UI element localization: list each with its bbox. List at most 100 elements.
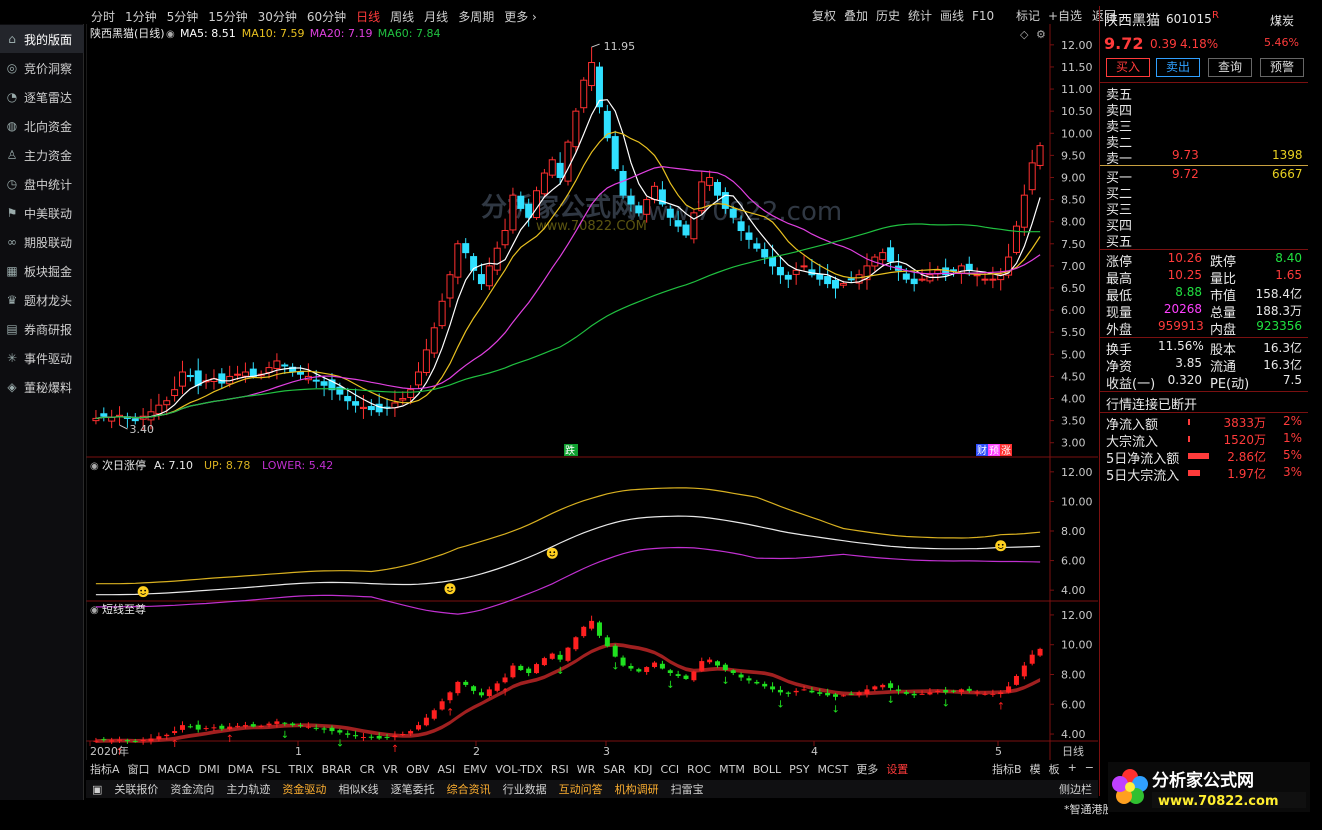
indicator-1[interactable]: 窗口: [127, 763, 150, 776]
chart-area[interactable]: 12.00 11.50 11.00 10.50 10.00 9.50 9.00 8.50 8.0…: [86, 24, 1098, 760]
indicator-12[interactable]: EMV: [463, 762, 488, 776]
tab-4[interactable]: 30分钟: [257, 9, 297, 24]
bottom-tab-1[interactable]: 资金流向: [170, 783, 215, 796]
indicator-14[interactable]: RSI: [550, 762, 569, 776]
sidebar-item-10[interactable]: ▤ 券商研报: [0, 315, 84, 343]
add-watch-button[interactable]: +自选: [1048, 9, 1083, 23]
history-button[interactable]: 历史: [876, 9, 901, 23]
indicator-23[interactable]: MCST: [817, 762, 849, 776]
tab-3[interactable]: 15分钟: [208, 9, 248, 24]
indicator-3[interactable]: DMI: [198, 762, 220, 776]
indicator-25[interactable]: 设置: [886, 763, 909, 776]
indicator-18[interactable]: CCI: [660, 762, 680, 776]
sub2-candle: [675, 670, 681, 679]
panel-toggle-icon[interactable]: ▣: [92, 782, 103, 796]
indicator-right-0[interactable]: 指标B: [992, 763, 1022, 776]
indicator-8[interactable]: CR: [359, 762, 375, 776]
sidebar-item-6[interactable]: ⚑ 中美联动: [0, 199, 84, 227]
buy-button[interactable]: 买入: [1106, 58, 1150, 77]
bottom-tab-9[interactable]: 机构调研: [614, 783, 659, 796]
sidebar-item-7[interactable]: ∞ 期股联动: [0, 228, 84, 256]
overlay-button[interactable]: 叠加: [844, 9, 869, 23]
f10-button[interactable]: F10: [972, 9, 995, 23]
bottom-tab-4[interactable]: 相似K线: [338, 783, 379, 796]
indicator-right-3[interactable]: +: [1067, 761, 1077, 774]
adjust-button[interactable]: 复权: [812, 9, 837, 23]
kline-chart[interactable]: 12.00 11.50 11.00 10.50 10.00 9.50 9.00 8.50 8.0…: [86, 24, 1098, 760]
indicator-5[interactable]: FSL: [261, 762, 281, 776]
bottom-tab-10[interactable]: 扫雷宝: [670, 783, 704, 796]
indicator-10[interactable]: OBV: [406, 762, 430, 776]
bottom-tab-0[interactable]: 关联报价: [114, 783, 159, 796]
sidebar-item-0[interactable]: ⌂ 我的版面: [0, 25, 84, 53]
arrow-icon: ↓: [776, 699, 784, 710]
indicator-22[interactable]: PSY: [789, 762, 810, 776]
indicator-7[interactable]: BRAR: [321, 762, 352, 776]
indicator-right-4[interactable]: −: [1084, 761, 1094, 774]
bottom-tab-6[interactable]: 综合资讯: [446, 783, 491, 796]
indicator-right-2[interactable]: 板: [1048, 763, 1060, 776]
sub2-candle: [998, 690, 1004, 698]
bottom-tab-2[interactable]: 主力轨迹: [226, 783, 271, 796]
back-button[interactable]: 返回: [1092, 9, 1117, 23]
sidebar-item-1[interactable]: ◎ 竞价洞察: [0, 54, 84, 82]
sub2-candle: [313, 724, 319, 731]
sector-name[interactable]: 煤炭: [1270, 14, 1295, 28]
indicator-6[interactable]: TRIX: [288, 762, 314, 776]
indicator-19[interactable]: ROC: [687, 762, 712, 776]
bottom-tab-3[interactable]: 资金驱动: [282, 783, 327, 796]
sidebar-item-2[interactable]: ◔ 逐笔雷达: [0, 83, 84, 111]
bottom-tab-8[interactable]: 互动问答: [558, 783, 603, 796]
indicator-16[interactable]: SAR: [603, 762, 626, 776]
indicator-15[interactable]: WR: [576, 762, 596, 776]
indicator-9[interactable]: VR: [382, 762, 399, 776]
tab-6[interactable]: 日线: [356, 9, 381, 24]
sub1-y-tick-label: 6.00: [1061, 555, 1086, 568]
diamond-icon[interactable]: ◇: [1020, 28, 1029, 41]
draw-button[interactable]: 画线: [940, 9, 965, 23]
tab-7[interactable]: 周线: [390, 9, 415, 24]
sidebar-item-8[interactable]: ▦ 板块掘金: [0, 257, 84, 285]
sidebar-item-3[interactable]: ◍ 北向资金: [0, 112, 84, 140]
sub2-candle: [793, 688, 799, 696]
indicator-17[interactable]: KDJ: [633, 762, 653, 776]
tab-9[interactable]: 多周期: [458, 9, 495, 24]
stat-value: 188.3万: [1255, 304, 1302, 318]
sidebar-item-4[interactable]: ♙ 主力资金: [0, 141, 84, 169]
tab-8[interactable]: 月线: [424, 9, 449, 24]
tab-1[interactable]: 1分钟: [125, 9, 157, 24]
y-tick-label: 6.50: [1061, 282, 1086, 295]
indicator-0[interactable]: 指标A: [90, 763, 120, 776]
bottom-tab-5[interactable]: 逐笔委托: [390, 783, 435, 796]
indicator-right-1[interactable]: 模: [1029, 763, 1041, 776]
sub2-candle: [825, 688, 831, 697]
tab-2[interactable]: 5分钟: [166, 9, 199, 24]
stat-value: 0.320: [1167, 373, 1202, 387]
alert-button[interactable]: 预警: [1260, 58, 1304, 77]
indicator-24[interactable]: 更多: [856, 763, 879, 776]
sub2-candle: [565, 646, 571, 663]
stat-label: PE(动): [1210, 377, 1250, 392]
sidebar-toggle[interactable]: 侧边栏: [1059, 783, 1092, 796]
query-button[interactable]: 查询: [1208, 58, 1252, 77]
tab-0[interactable]: 分时: [91, 9, 116, 24]
sell-button[interactable]: 卖出: [1156, 58, 1200, 77]
tab-10[interactable]: 更多 ›: [504, 9, 537, 24]
indicator-2[interactable]: MACD: [157, 762, 191, 776]
sidebar-item-12[interactable]: ◈ 董秘爆料: [0, 373, 84, 401]
tab-5[interactable]: 60分钟: [306, 9, 347, 24]
indicator-13[interactable]: VOL-TDX: [495, 762, 543, 776]
flow-pct: 2%: [1282, 414, 1302, 428]
settings-icon[interactable]: ⚙: [1036, 28, 1046, 41]
indicator-4[interactable]: DMA: [227, 762, 254, 776]
stats-button[interactable]: 统计: [908, 9, 933, 23]
bottom-tab-7[interactable]: 行业数据: [502, 783, 547, 796]
sidebar-item-11[interactable]: ✳ 事件驱动: [0, 344, 84, 372]
sidebar-item-5[interactable]: ◷ 盘中统计: [0, 170, 84, 198]
mark-button[interactable]: 标记: [1016, 9, 1041, 23]
indicator-20[interactable]: MTM: [719, 762, 745, 776]
ma-legend-2: MA20: 7.19: [310, 27, 373, 40]
sidebar-item-9[interactable]: ♛ 题材龙头: [0, 286, 84, 314]
indicator-21[interactable]: BOLL: [752, 762, 782, 776]
indicator-11[interactable]: ASI: [437, 762, 456, 776]
